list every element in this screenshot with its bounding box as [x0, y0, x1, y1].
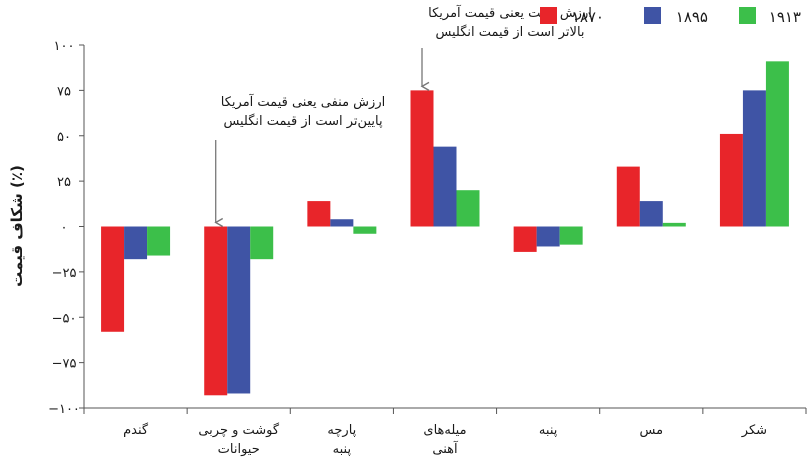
legend-swatch — [540, 7, 557, 24]
bar — [204, 226, 228, 396]
axes: ۱۰۰ ۷۵ ۵۰ ۲۵ ۰ −۲۵ −۵۰ −۷۵ −۱۰۰ گندم گوشت و چربی حی… — [48, 39, 807, 457]
y-tick-label: −۷۵ — [52, 357, 77, 372]
y-tick-label: −۱۰۰ — [48, 402, 80, 417]
x-category-label: گندم — [123, 422, 149, 438]
bar — [227, 226, 251, 394]
bar — [536, 226, 560, 247]
bar — [410, 90, 434, 227]
legend-label: ۱۸۷۰ — [572, 8, 604, 26]
bar — [433, 146, 457, 227]
y-axis-label: شکاف قیمت (٪) — [8, 165, 26, 287]
bar — [639, 201, 663, 227]
bar — [353, 226, 377, 234]
bar — [147, 226, 171, 256]
legend-label: ۱۹۱۳ — [769, 8, 801, 26]
legend-label: ۱۸۹۵ — [676, 8, 708, 26]
bars — [101, 61, 789, 396]
x-category-label: پنبه — [333, 442, 352, 457]
x-category-label: آهنی — [432, 440, 459, 457]
bar — [307, 201, 331, 227]
x-category-label: گوشت و چربی — [198, 422, 280, 438]
legend-swatch — [644, 7, 661, 24]
legend-swatch — [739, 7, 756, 24]
y-tick-label: ۲۵ — [57, 175, 71, 190]
annotation-text: ارزش مثبت یعنی قیمت آمریکا — [428, 4, 592, 21]
bar — [101, 226, 125, 332]
x-category-label: شکر — [741, 423, 767, 438]
y-tick-label: ۵۰ — [57, 130, 71, 145]
bar — [662, 222, 686, 227]
bar — [330, 219, 354, 227]
y-tick-label: −۲۵ — [52, 266, 77, 281]
bar — [616, 166, 640, 227]
y-tick-label: ۱۰۰ — [54, 39, 75, 54]
y-tick-label: ۰ — [61, 221, 68, 236]
bar — [742, 90, 766, 227]
annotation-text: پایین‌تر است از قیمت انگلیس — [223, 113, 383, 129]
x-category-label: حیوانات — [218, 442, 260, 457]
y-tick-label: −۵۰ — [52, 311, 77, 326]
bar — [250, 226, 274, 260]
x-category-label: پنبه — [539, 423, 558, 438]
annotation-text: ارزش منفی یعنی قیمت آمریکا — [221, 93, 385, 110]
bar — [124, 226, 148, 260]
y-tick-label: ۷۵ — [57, 84, 71, 99]
x-category-label: پارچه — [327, 423, 356, 438]
annotations: ارزش مثبت یعنی قیمت آمریکا بالاتر است از … — [214, 4, 592, 228]
bar — [456, 190, 480, 227]
x-category-label: مس — [640, 423, 664, 438]
bar — [559, 226, 583, 245]
bar — [513, 226, 537, 252]
x-category-label: میله‌های — [423, 423, 466, 438]
bar — [765, 61, 789, 227]
annotation-text: بالاتر است از قیمت انگلیس — [435, 24, 584, 40]
legend: ۱۸۷۰ ۱۸۹۵ ۱۹۱۳ — [540, 7, 801, 26]
bar — [719, 133, 743, 227]
